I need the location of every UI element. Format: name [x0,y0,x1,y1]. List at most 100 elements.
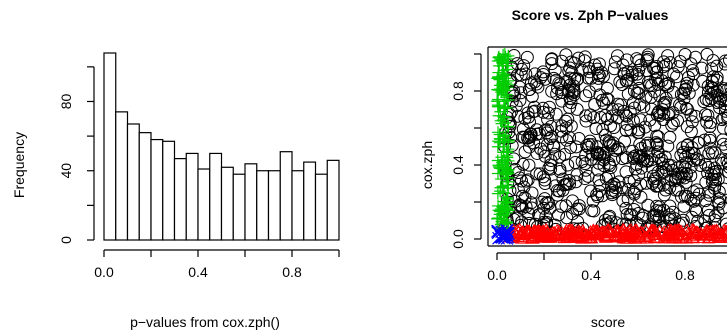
scatter-point-circle [708,209,722,223]
scatter-point-triangle [611,225,626,238]
scatter-point-plus [502,134,515,147]
scatter-point-circle [667,67,681,81]
scatter-point-triangle [590,224,605,236]
histogram-bar [232,173,246,241]
scatter-point-circle [633,113,647,127]
scatter-point-circle [702,147,716,161]
scatter-point-circle [708,178,722,192]
scatter-point-plus [491,187,504,200]
scatter-point-circle [640,54,654,68]
scatter-point-circle [540,138,554,152]
scatter-point-circle [556,172,570,186]
histogram-bar [220,166,234,241]
scatter-point-circle [598,109,612,123]
histogram-bar [314,173,328,241]
scatter-point-circle [565,86,579,100]
scatter-point-circle [598,128,612,142]
scatter-point-triangle [694,226,708,239]
scatter-point-circle [629,182,643,196]
scatter-point-circle [706,172,720,186]
scatter-point-circle [555,94,569,108]
scatter-points [490,47,727,245]
scatter-point-circle [511,109,525,123]
scatter-point-circle [611,141,625,155]
scatter-point-circle [539,210,553,224]
scatter-point-circle [721,222,727,235]
scatter-point-plus [501,175,514,188]
scatter-point-circle [634,141,648,155]
scatter-point-circle [639,90,653,104]
scatter-point-circle [535,195,549,209]
scatter-point-circle [700,115,714,129]
scatter-point-circle [584,71,598,85]
scatter-point-circle [713,94,727,108]
scatter-point-circle [516,157,530,171]
scatter-point-plus [501,164,514,177]
scatter-point-circle [578,54,592,68]
scatter-point-circle [627,187,641,201]
scatter-point-circle [678,83,692,97]
scatter-point-circle [645,79,659,93]
scatter-point-circle [578,172,592,186]
scatter-point-circle [674,190,688,204]
scatter-point-circle [541,195,555,209]
scatter-point-circle [646,209,660,223]
scatter-point-circle [657,55,671,69]
scatter-point-triangle [644,223,659,235]
scatter-point-circle [603,209,617,223]
scatter-point-circle [650,65,664,79]
scatter-point-circle [670,161,684,175]
scatter-point-circle [555,119,569,133]
scatter-point-circle [607,121,621,135]
scatter-point-triangle [593,226,608,238]
scatter-point-circle [703,131,717,145]
scatter-point-circle [510,57,524,71]
scatter-point-circle [650,138,664,152]
histogram-bar [150,138,164,241]
scatter-point-circle [619,123,633,137]
histogram-y-tick-label: 0 [58,236,74,244]
histogram-x-tick-label: 0.0 [94,264,114,280]
scatter-point-circle [572,202,586,216]
scatter-point-circle [677,86,691,100]
scatter-point-circle [618,134,632,148]
scatter-point-circle [541,106,555,120]
histogram-y-axis: 0 40 80 [58,66,95,244]
scatter-point-circle [578,157,592,171]
scatter-point-circle [651,145,665,159]
scatter-point-circle [558,147,572,161]
scatter-point-plus [492,159,505,172]
histogram-bar [103,52,117,241]
scatter-point-triangle [708,224,722,237]
scatter-point-circle [678,47,692,61]
histogram-y-tick-label: 40 [58,163,74,179]
scatter-point-circle [518,145,532,159]
scatter-point-triangle [635,226,650,238]
scatter-point-triangle [608,228,623,241]
scatter-point-circle [531,80,545,94]
scatter-point-circle [657,98,671,112]
scatter-point-circle [687,153,701,167]
scatter-point-circle [716,121,727,135]
scatter-point-circle [589,121,603,135]
scatter-point-circle [556,183,570,197]
scatter-point-circle [521,131,535,145]
scatter-point-circle [718,94,727,108]
scatter-point-plus [498,140,511,153]
scatter-point-plus [502,120,515,133]
scatter-point-circle [590,188,604,202]
scatter-point-plus [496,70,509,83]
scatter-point-circle [515,174,529,188]
scatter-point-circle [544,162,558,176]
scatter-y-tick-label: 0.8 [450,81,466,101]
scatter-point-circle [559,48,573,62]
scatter-point-circle [607,177,621,191]
scatter-point-circle [632,54,646,68]
scatter-point-circle [538,173,552,187]
scatter-x-tick-label: 0.0 [487,267,507,283]
scatter-point-circle [669,172,683,186]
scatter-point-circle [680,76,694,90]
histogram-bar [173,158,187,241]
scatter-point-plus [497,209,510,222]
